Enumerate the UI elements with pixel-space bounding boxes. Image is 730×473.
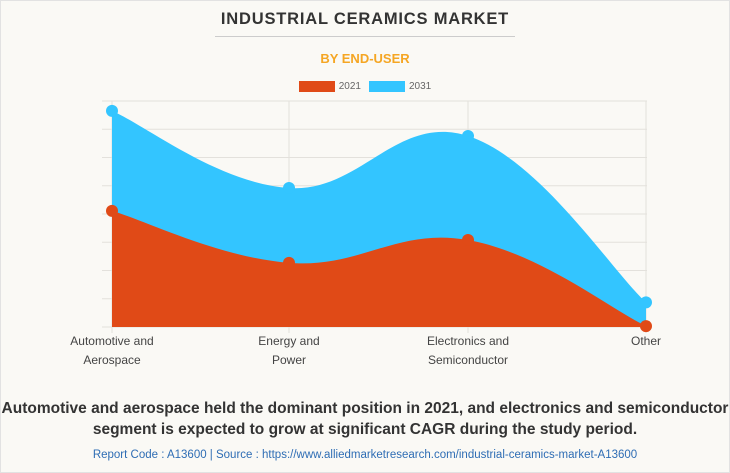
legend-item-2031[interactable]: 2031	[369, 81, 431, 92]
legend-label-2021: 2021	[338, 81, 361, 92]
data-point-2031	[283, 182, 295, 195]
x-tick-label: Energy and Power	[258, 334, 320, 367]
data-point-2021	[640, 320, 652, 333]
data-point-2021	[106, 204, 118, 217]
data-point-2031	[106, 104, 118, 117]
chart-title: INDUSTRIAL CERAMICS MARKET	[220, 10, 510, 28]
chart-subtitle: BY END-USER	[320, 51, 410, 66]
title-divider	[215, 36, 515, 37]
series-areas	[112, 110, 646, 327]
series-points	[106, 104, 652, 333]
x-tick-label: Electronics and Semiconductor	[426, 334, 510, 367]
x-tick-label: Other	[630, 334, 661, 348]
legend: 2021 2031	[0, 81, 730, 92]
chart-caption: Automotive and aerospace held the domina…	[1, 400, 729, 438]
data-point-2021	[462, 233, 474, 246]
legend-item-2021[interactable]: 2021	[298, 81, 361, 92]
area-series-2021	[112, 210, 646, 327]
legend-swatch-2031	[369, 81, 405, 92]
x-tick-label: Automotive and Aerospace	[70, 334, 154, 367]
legend-swatch-2021	[298, 81, 335, 92]
data-point-2031	[462, 130, 474, 143]
legend-label-2031: 2031	[409, 81, 432, 92]
data-point-2031	[640, 296, 652, 309]
source-link[interactable]: Report Code : A13600 | Source : https://…	[92, 449, 638, 461]
data-point-2021	[283, 256, 295, 269]
